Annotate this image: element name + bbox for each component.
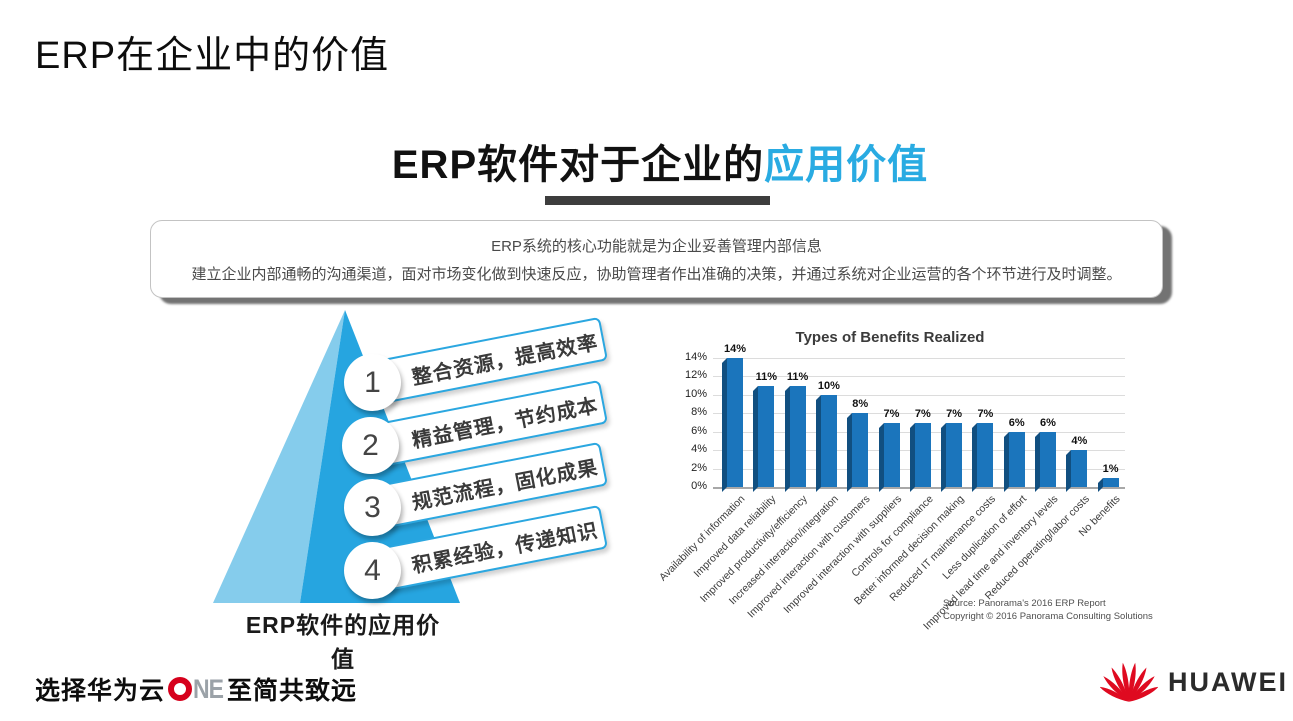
description-box: ERP系统的核心功能就是为企业妥善管理内部信息 建立企业内部通畅的沟通渠道，面对… [150, 220, 1163, 298]
y-tick-label-2: 2% [691, 461, 707, 474]
bar-7 [946, 422, 963, 487]
chart-source-line-1: Source: Panorama's 2016 ERP Report [943, 598, 1106, 609]
y-tick-label-8: 8% [691, 406, 707, 419]
bar-6 [914, 422, 931, 487]
graphic-title: ERP软件对于企业的应用价值 [0, 132, 1293, 190]
bar-value-label-8: 7% [977, 407, 994, 420]
huawei-logo: HUAWEI [1100, 660, 1288, 704]
bar-value-label-9: 6% [1008, 416, 1025, 429]
bar-3 [820, 394, 837, 487]
huawei-flower-icon [1100, 662, 1158, 702]
description-line-1: ERP系统的核心功能就是为企业妥善管理内部信息 [491, 237, 822, 255]
benefits-chart: Types of Benefits Realized Source: Panor… [655, 325, 1195, 655]
footer-slogan-right: 至简共致远 [226, 677, 357, 705]
footer-slogan-left: 选择华为云 [35, 677, 166, 705]
y-tick-label-10: 10% [684, 387, 707, 400]
bar-value-label-0: 14% [723, 343, 747, 355]
bar-4 [852, 413, 869, 487]
chart-title: Types of Benefits Realized [795, 329, 985, 346]
y-tick-label-0: 0% [691, 480, 707, 492]
gridline-14 [713, 358, 1125, 359]
bar-value-label-11: 4% [1071, 435, 1088, 448]
y-tick-label-4: 4% [691, 443, 707, 456]
footer-slogan: 选择华为云 NE 至简共致远 [35, 671, 357, 707]
pyramid-caption: ERP软件的应用价值 [245, 612, 441, 672]
y-tick-label-12: 12% [684, 369, 707, 382]
huawei-wordmark: HUAWEI [1168, 666, 1288, 697]
bar-9 [1008, 431, 1025, 487]
title-underline [545, 196, 770, 205]
bar-1 [758, 385, 775, 487]
bar-value-label-10: 6% [1040, 416, 1056, 429]
bar-8 [977, 422, 994, 487]
pyramid-item-number-3: 3 [344, 479, 401, 536]
graphic-title-black: ERP软件对于企业的 [391, 143, 765, 187]
graphic-title-blue: 应用价值 [764, 143, 929, 187]
pyramid-item-number-1: 1 [344, 354, 401, 411]
bar-2 [789, 385, 806, 487]
chart-source: Source: Panorama's 2016 ERP Report Copyr… [943, 597, 1153, 623]
y-tick-label-14: 14% [684, 351, 707, 363]
bar-value-label-2: 11% [786, 370, 809, 383]
description-line-2: 建立企业内部通畅的沟通渠道，面对市场变化做到快速反应，协助管理者作出准确的决策，… [191, 265, 1122, 283]
bar-value-label-5: 7% [883, 407, 900, 420]
bar-12 [1102, 477, 1119, 487]
bar-11 [1071, 450, 1088, 487]
huawei-cloud-one-ring-icon [168, 677, 193, 701]
bar-value-label-3: 10% [817, 379, 840, 392]
page-title: ERP在企业中的价值 [35, 35, 390, 77]
pyramid-item-number-4: 4 [344, 542, 401, 599]
number-2-text: 2 [362, 428, 379, 462]
pyramid-left-face [213, 310, 345, 603]
y-tick-label-6: 6% [691, 424, 707, 437]
number-3-text: 3 [364, 490, 381, 524]
bar-10 [1040, 431, 1056, 487]
pyramid-item-number-2: 2 [342, 417, 399, 474]
gridline-8 [713, 413, 1125, 415]
number-4-text: 4 [364, 553, 381, 587]
gridline-12 [713, 376, 1125, 378]
bar-value-label-1: 11% [755, 370, 777, 383]
gridline-10 [713, 394, 1125, 396]
bar-value-label-4: 8% [852, 398, 869, 411]
bar-0 [727, 358, 743, 487]
chart-source-line-2: Copyright © 2016 Panorama Consulting Sol… [943, 611, 1153, 622]
bar-value-label-12: 1% [1102, 462, 1119, 475]
bar-value-label-6: 7% [914, 407, 931, 420]
number-1-text: 1 [364, 365, 381, 399]
bar-value-label-7: 7% [946, 407, 963, 420]
huawei-cloud-one-letters: NE [193, 673, 224, 704]
gridline-0 [713, 487, 1125, 489]
bar-5 [883, 422, 900, 487]
